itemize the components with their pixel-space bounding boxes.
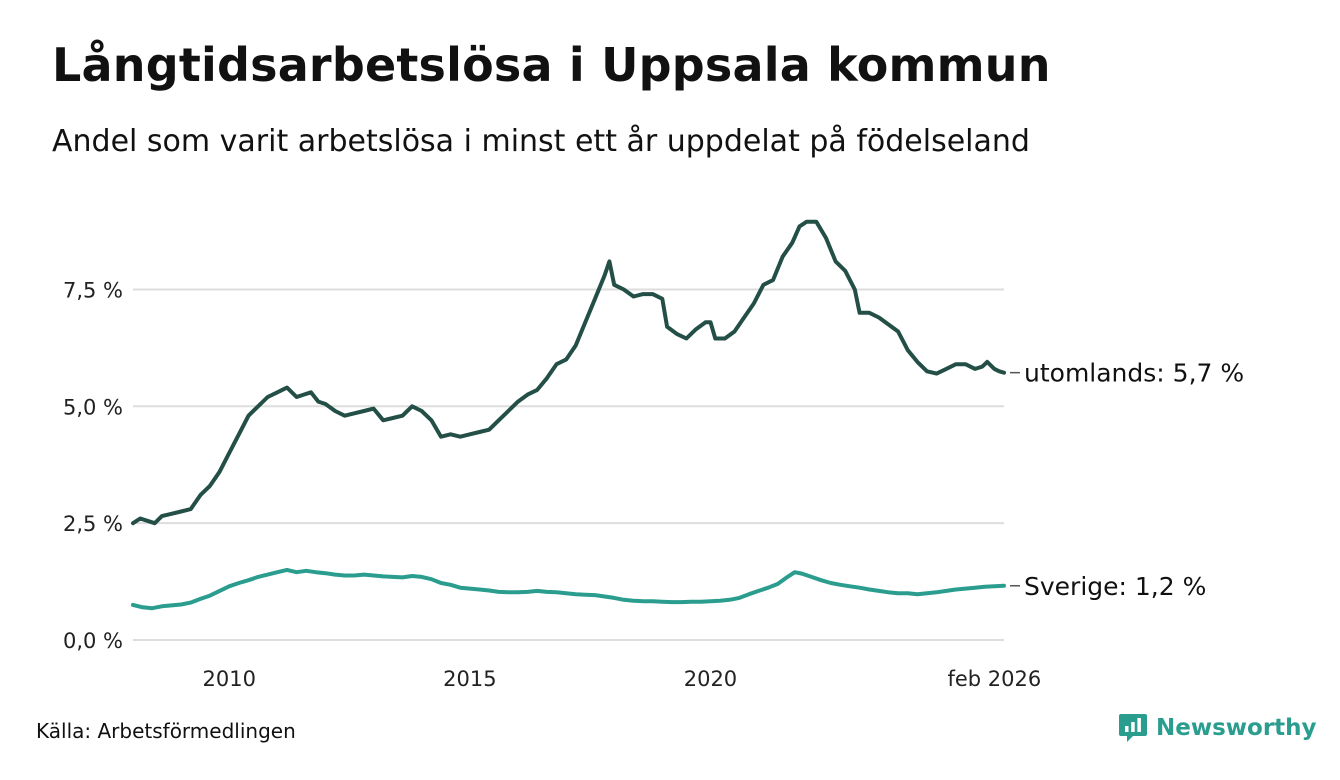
grid-lines [133,288,1004,641]
y-axis-labels: 0,0 % 2,5 % 5,0 % 7,5 % [63,278,123,653]
newsworthy-logo-icon [1119,714,1147,742]
end-label-sverige: Sverige: 1,2 % [1024,572,1206,601]
end-label-utomlands: utomlands: 5,7 % [1024,359,1244,388]
x-tick-label: feb 2026 [947,667,1041,691]
series-lines [131,219,1006,611]
line-chart: 0,0 % 2,5 % 5,0 % 7,5 % 2010 2015 2020 feb 202… [63,219,1244,691]
x-tick-label: 2010 [203,667,256,691]
series-line-utomlands [131,219,1006,526]
y-tick-label: 7,5 % [63,278,123,302]
x-tick-label: 2020 [684,667,737,691]
y-tick-label: 0,0 % [63,629,123,653]
brand-logo[interactable]: Newsworthy [1118,712,1317,744]
series-end-labels: utomlands: 5,7 % Sverige: 1,2 % [1010,359,1244,601]
y-tick-label: 2,5 % [63,512,123,536]
chart-title: Långtidsarbetslösa i Uppsala kommun [52,38,1051,92]
series-line-sverige [131,567,1006,611]
x-tick-label: 2015 [443,667,496,691]
y-tick-label: 5,0 % [63,395,123,419]
x-axis-labels: 2010 2015 2020 feb 2026 [203,667,1042,691]
source-note: Källa: Arbetsförmedlingen [36,719,296,743]
brand-name: Newsworthy [1156,715,1317,741]
chart-subtitle: Andel som varit arbetslösa i minst ett å… [52,124,1030,159]
